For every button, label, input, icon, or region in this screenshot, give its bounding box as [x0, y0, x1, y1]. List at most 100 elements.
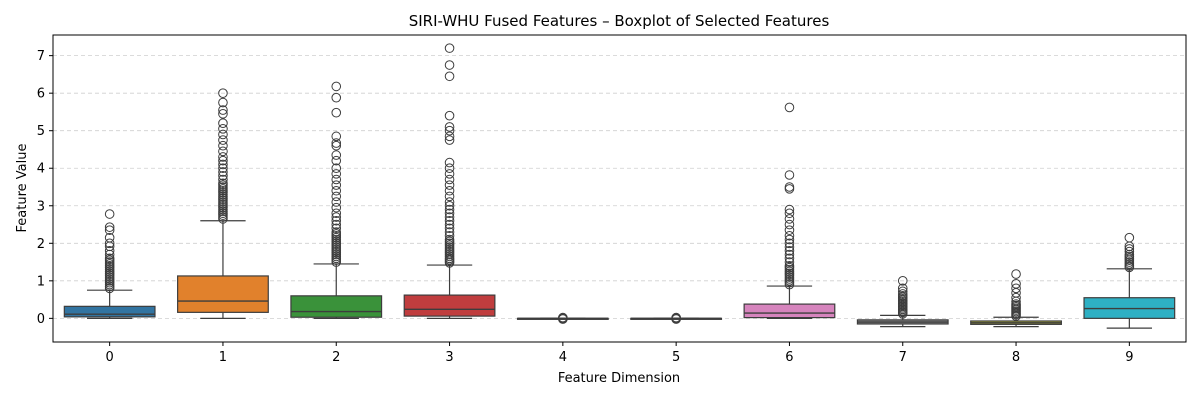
x-tick-label: 7	[899, 350, 907, 365]
outlier-point	[784, 234, 795, 245]
outlier-point	[784, 219, 795, 230]
outlier-point	[104, 253, 115, 264]
outlier-point	[444, 230, 455, 241]
outlier-point	[331, 107, 342, 118]
y-tick-label: 4	[37, 162, 45, 177]
axis-ticks: 0 1 2 3 4 5 6 7 0 1 2 3 4 5 6 7 8 9	[37, 49, 1134, 365]
x-tick-label: 2	[332, 350, 340, 365]
outlier-point	[558, 312, 568, 323]
x-tick-label: 9	[1125, 350, 1133, 365]
outlier-point	[218, 163, 228, 174]
box-group-0	[63, 209, 156, 319]
outlier-point	[331, 155, 342, 166]
outlier-point	[331, 81, 342, 92]
plot-area-frame	[52, 34, 1187, 343]
outlier-point	[784, 184, 795, 194]
outlier-point	[444, 169, 455, 179]
outlier-point	[104, 246, 115, 256]
outlier-point	[331, 185, 342, 196]
outlier-point	[1124, 232, 1135, 243]
x-axis-label: Feature Dimension	[558, 371, 680, 386]
outlier-point	[1011, 279, 1021, 289]
iqr-box	[177, 275, 269, 313]
outlier-point	[1124, 246, 1135, 257]
y-tick-label: 3	[37, 199, 45, 214]
outlier-point	[331, 163, 342, 174]
outlier-point	[331, 202, 342, 213]
x-tick-label: 1	[219, 350, 227, 365]
outlier-point	[104, 222, 115, 232]
y-tick-label: 0	[37, 312, 45, 327]
outlier-point	[671, 312, 681, 323]
outlier-point	[897, 283, 908, 294]
outlier-point	[784, 214, 795, 224]
outlier-point	[444, 215, 455, 226]
outlier-point	[218, 109, 228, 119]
outlier-point	[444, 227, 455, 237]
box-group-9	[1083, 232, 1176, 329]
box-group-8	[970, 269, 1062, 328]
outlier-point	[218, 124, 228, 134]
outlier-point	[444, 185, 455, 196]
outlier-point	[444, 43, 455, 53]
outlier-point	[444, 60, 455, 70]
outlier-point	[331, 169, 342, 179]
outlier-point	[444, 204, 455, 215]
outlier-point	[331, 150, 342, 160]
outlier-point	[218, 88, 228, 98]
outlier-point	[444, 223, 455, 234]
outlier-point	[218, 135, 228, 145]
x-tick-label: 6	[785, 350, 793, 365]
x-tick-label: 4	[559, 350, 567, 365]
outlier-point	[444, 122, 455, 132]
y-tick-label: 5	[37, 124, 45, 139]
outlier-point	[444, 212, 455, 222]
box-group-2	[290, 81, 383, 319]
outlier-point	[218, 167, 228, 177]
outlier-point	[331, 219, 342, 230]
outlier-point	[218, 105, 228, 115]
x-tick-label: 0	[106, 350, 114, 365]
outlier-point	[218, 140, 228, 151]
outlier-point	[444, 157, 455, 168]
outlier-point	[218, 159, 228, 170]
outlier-point	[784, 249, 795, 260]
boxes-layer	[63, 43, 1176, 329]
outlier-point	[444, 208, 455, 219]
outlier-point	[444, 180, 455, 190]
outlier-point	[331, 212, 342, 222]
box-group-5	[630, 312, 723, 324]
outlier-point	[218, 174, 228, 185]
outlier-point	[444, 135, 455, 145]
x-tick-label: 5	[672, 350, 680, 365]
outlier-point	[331, 227, 342, 237]
box-group-1	[177, 88, 269, 319]
outlier-point	[218, 118, 228, 128]
outlier-point	[218, 152, 228, 162]
outlier-point	[784, 208, 795, 219]
outlier-point	[218, 155, 228, 166]
box-group-4	[516, 312, 609, 324]
outlier-point	[444, 200, 455, 211]
outlier-point	[331, 140, 342, 151]
outlier-point	[331, 215, 342, 226]
outlier-point	[331, 180, 342, 190]
iqr-box	[63, 305, 156, 318]
chart-title: SIRI-WHU Fused Features – Boxplot of Sel…	[409, 12, 830, 30]
outlier-point	[331, 92, 342, 103]
outlier-point	[444, 234, 455, 245]
iqr-box	[403, 294, 496, 317]
outlier-point	[218, 178, 228, 189]
outlier-point	[444, 110, 455, 121]
box-group-3	[403, 43, 496, 319]
outlier-point	[331, 223, 342, 234]
y-axis-label: Feature Value	[15, 144, 30, 233]
outlier-point	[784, 204, 795, 215]
outlier-point	[331, 208, 342, 219]
outlier-point	[784, 170, 795, 180]
outlier-point	[784, 102, 795, 113]
outlier-point	[218, 146, 228, 157]
outlier-point	[784, 246, 795, 256]
x-tick-label: 8	[1012, 350, 1020, 365]
